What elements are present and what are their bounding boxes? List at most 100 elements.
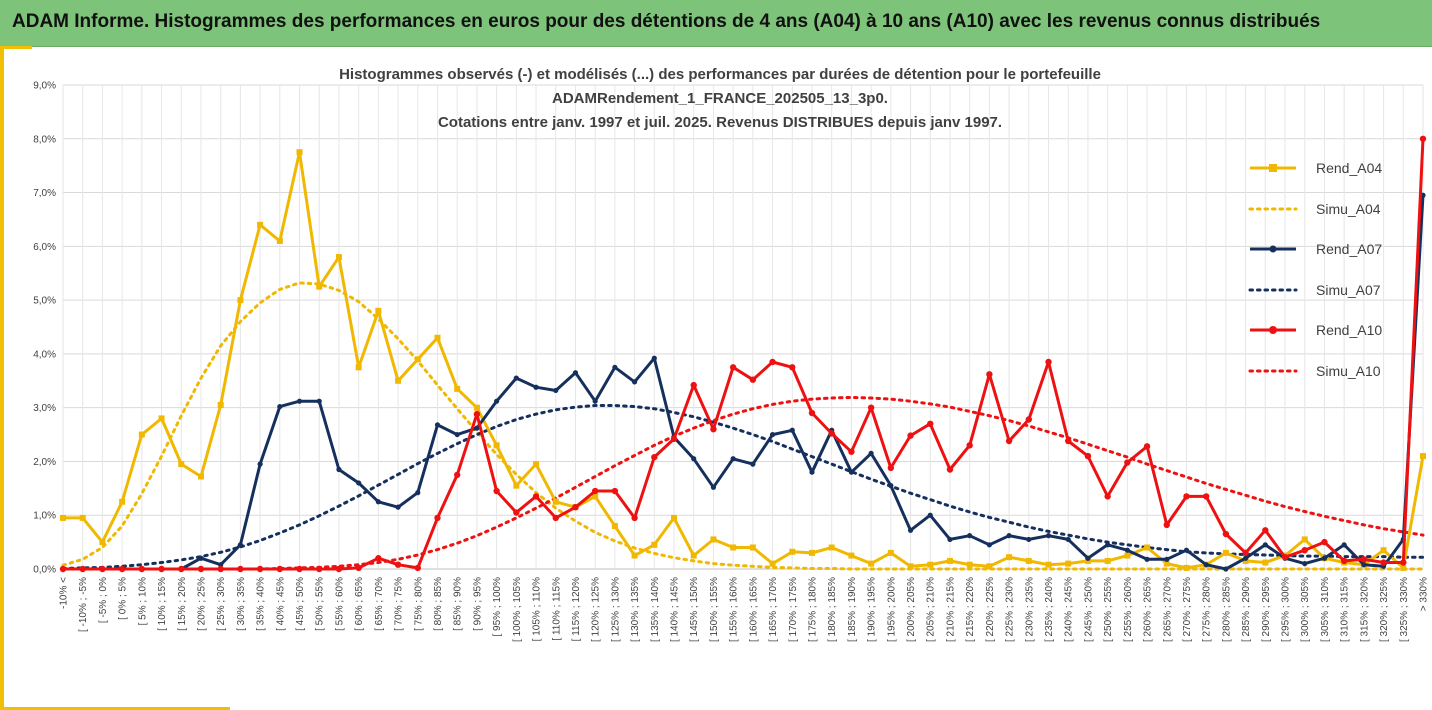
frame-accent-top (0, 46, 32, 49)
data-point-rend-a10 (631, 514, 638, 522)
chart-series (59, 135, 1427, 573)
series-line-simu-a07 (61, 404, 1425, 570)
data-point-rend-a10 (1400, 559, 1407, 566)
x-tick-label: [ 285% ; 290% (1241, 577, 1252, 642)
data-point-rend-a10 (394, 561, 402, 568)
x-tick-label: [ 295% ; 300% (1281, 577, 1292, 642)
data-point-rend-a10 (749, 376, 757, 383)
data-point-rend-a10 (927, 420, 934, 427)
x-tick-label: [ 310% ; 315% (1340, 577, 1351, 642)
y-tick-label: 2,0% (33, 457, 56, 468)
legend-label: Rend_A04 (1316, 160, 1383, 176)
x-tick-label: [ 325% ; 330% (1399, 577, 1410, 642)
data-point-rend-a07 (1302, 561, 1308, 567)
data-point-rend-a07 (631, 379, 638, 385)
data-point-rend-a04 (79, 514, 86, 521)
x-tick-label: [ 5% ; 10% (137, 577, 148, 625)
legend-swatch-rend-a07 (1250, 245, 1296, 253)
x-tick-label: [ 235% ; 240% (1044, 577, 1055, 642)
data-point-rend-a10 (887, 464, 895, 472)
x-tick-label: [ 155% ; 160% (729, 577, 740, 642)
x-tick-label: [ 90% ; 95% (472, 577, 483, 631)
data-point-rend-a07 (218, 562, 224, 568)
y-tick-label: 9,0% (33, 81, 56, 92)
data-point-rend-a10 (611, 487, 619, 495)
data-point-rend-a04 (138, 431, 145, 438)
data-point-rend-a04 (355, 364, 362, 371)
data-point-rend-a10 (355, 564, 362, 572)
data-point-rend-a07 (494, 398, 500, 404)
series-line-rend-a04 (63, 150, 1425, 570)
data-point-rend-a10 (375, 555, 382, 562)
data-point-rend-a04 (237, 297, 244, 304)
frame-accent-bottom (0, 707, 230, 710)
data-point-rend-a04 (257, 221, 264, 228)
data-point-rend-a04 (690, 552, 697, 559)
data-point-rend-a04 (1084, 557, 1091, 564)
x-tick-label: [ 185% ; 190% (847, 577, 858, 642)
x-tick-label: [ 125% ; 130% (610, 577, 621, 642)
data-point-rend-a07 (237, 542, 243, 548)
data-point-rend-a10 (493, 487, 500, 495)
frame-accent-left (0, 46, 4, 710)
data-point-rend-a07 (415, 490, 421, 496)
legend-label: Simu_A04 (1316, 200, 1381, 217)
data-point-rend-a04 (631, 552, 638, 559)
data-point-rend-a10 (335, 565, 343, 573)
data-point-rend-a07 (730, 456, 736, 462)
x-tick-label: [ 250% ; 255% (1103, 577, 1114, 642)
data-point-rend-a07 (789, 427, 795, 433)
data-point-rend-a04 (1183, 564, 1190, 571)
data-point-rend-a10 (316, 565, 323, 573)
data-point-rend-a04 (986, 563, 993, 570)
legend-label: Rend_A10 (1316, 322, 1383, 338)
chart-title-line-2: ADAMRendement_1_FRANCE_202505_13_3p0. (552, 90, 888, 107)
data-point-rend-a07 (356, 480, 362, 486)
x-tick-label: [ 260% ; 265% (1143, 577, 1154, 642)
data-point-rend-a07 (809, 469, 815, 475)
data-point-rend-a10 (59, 565, 67, 573)
data-point-rend-a07 (434, 422, 441, 428)
data-point-rend-a04 (611, 522, 618, 529)
data-point-rend-a04 (789, 548, 796, 555)
x-tick-label: [ 230% ; 235% (1024, 577, 1035, 642)
legend-swatch-simu-a10 (1248, 369, 1298, 372)
x-tick-label: [ 45% ; 50% (295, 577, 306, 631)
data-point-rend-a10 (99, 565, 106, 573)
x-tick-label: [ 300% ; 305% (1300, 577, 1311, 642)
x-tick-label: [ 320% ; 325% (1379, 577, 1390, 642)
x-tick-label: [ 25% ; 30% (216, 577, 227, 631)
data-point-rend-a07 (986, 542, 992, 548)
title-banner: ADAM Informe. Histogrammes des performan… (0, 0, 1432, 47)
data-point-rend-a07 (277, 403, 283, 410)
x-tick-label: [ 245% ; 250% (1083, 577, 1094, 642)
x-tick-label: [ 30% ; 35% (236, 577, 247, 631)
x-tick-label: [ -5% ; 0% (98, 577, 109, 623)
data-point-rend-a10 (79, 565, 86, 573)
data-point-rend-a04 (1104, 557, 1111, 564)
data-point-rend-a04 (730, 544, 737, 551)
x-tick-label: [ 270% ; 275% (1182, 577, 1193, 642)
data-point-rend-a07 (1223, 566, 1229, 572)
x-tick-label: [ 215% ; 220% (965, 577, 976, 642)
data-point-rend-a07 (1026, 536, 1032, 543)
x-tick-label: [ 180% ; 185% (827, 577, 838, 642)
data-point-rend-a04 (473, 404, 480, 411)
data-point-rend-a04 (375, 307, 382, 314)
legend-label: Rend_A07 (1316, 241, 1383, 257)
data-point-rend-a04 (533, 461, 540, 468)
data-point-rend-a10 (237, 565, 244, 573)
data-point-rend-a10 (848, 448, 855, 455)
data-point-rend-a07 (1183, 547, 1190, 553)
x-tick-label: [ 280% ; 285% (1221, 577, 1232, 642)
x-tick-label: [ 120% ; 125% (591, 577, 602, 642)
y-tick-label: 3,0% (33, 403, 56, 414)
y-axis-ticks: 0,0% 1,0% 2,0% 3,0% 4,0% 5,0% 6,0% 7,0% 8,0% 9,0% (33, 81, 56, 576)
x-tick-label: [ 55% ; 60% (334, 577, 345, 631)
chart-title-line-3: Cotations entre janv. 1997 et juil. 2025… (437, 114, 1003, 131)
data-point-rend-a04 (1420, 453, 1426, 460)
data-point-rend-a04 (493, 442, 500, 449)
data-point-rend-a07 (533, 384, 539, 390)
data-point-rend-a07 (198, 555, 204, 561)
